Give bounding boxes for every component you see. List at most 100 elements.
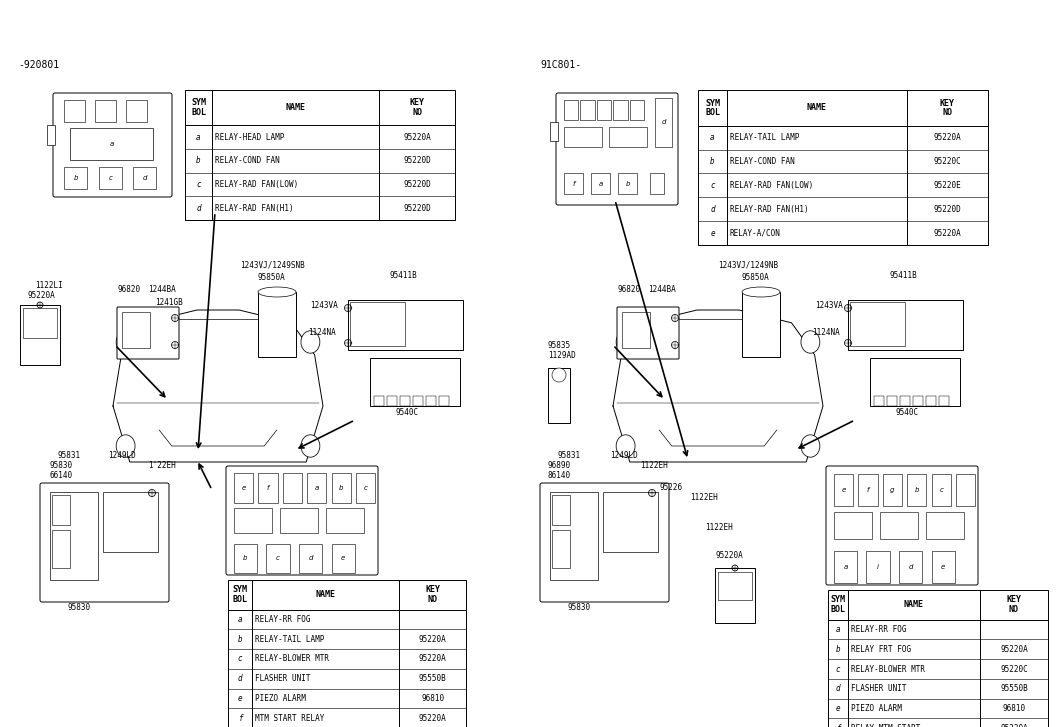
Bar xyxy=(283,473,302,502)
Text: 1243VJ/1249SNB: 1243VJ/1249SNB xyxy=(240,261,305,270)
Bar xyxy=(913,396,923,406)
Text: 66140: 66140 xyxy=(50,471,73,480)
Text: b: b xyxy=(243,555,248,561)
Bar xyxy=(742,292,780,357)
Bar xyxy=(609,127,646,147)
Text: b: b xyxy=(914,487,919,493)
Text: PIEZO ALARM: PIEZO ALARM xyxy=(850,704,901,713)
Bar xyxy=(597,100,611,120)
Bar xyxy=(549,368,570,423)
Bar xyxy=(550,122,558,142)
Ellipse shape xyxy=(301,331,320,353)
Bar xyxy=(931,474,950,506)
Bar xyxy=(828,590,1048,727)
Text: RELAY-RR FOG: RELAY-RR FOG xyxy=(255,615,310,624)
Text: 96810: 96810 xyxy=(421,694,444,703)
Text: d: d xyxy=(238,674,242,683)
Bar xyxy=(552,495,570,525)
Text: 95850A: 95850A xyxy=(258,273,286,282)
Text: RELAY-TAIL LAMP: RELAY-TAIL LAMP xyxy=(255,635,324,643)
Text: 95226: 95226 xyxy=(660,483,684,492)
Text: e: e xyxy=(836,704,840,713)
FancyBboxPatch shape xyxy=(40,483,169,602)
Bar xyxy=(956,474,975,506)
Bar xyxy=(882,474,902,506)
Bar xyxy=(552,530,570,568)
Bar xyxy=(234,544,257,573)
Ellipse shape xyxy=(116,435,135,457)
Text: 95220D: 95220D xyxy=(403,156,432,166)
Text: 1249LD: 1249LD xyxy=(108,451,136,460)
Text: 95220A: 95220A xyxy=(933,133,961,142)
Bar xyxy=(931,551,955,583)
Text: 95220C: 95220C xyxy=(933,157,961,166)
Bar xyxy=(258,473,277,502)
Text: RELAY-COND FAN: RELAY-COND FAN xyxy=(730,157,795,166)
Text: f: f xyxy=(238,714,242,723)
Text: 95550B: 95550B xyxy=(419,674,446,683)
FancyBboxPatch shape xyxy=(556,93,678,205)
Bar xyxy=(258,292,296,357)
Text: e: e xyxy=(710,228,714,238)
Text: 95830: 95830 xyxy=(68,603,91,612)
Bar xyxy=(630,100,644,120)
Text: FLASHER UNIT: FLASHER UNIT xyxy=(255,674,310,683)
Text: RELAY-RAD FAN(LOW): RELAY-RAD FAN(LOW) xyxy=(730,181,813,190)
Text: d: d xyxy=(836,684,840,694)
Text: a: a xyxy=(109,141,114,147)
Text: NAME: NAME xyxy=(316,590,336,599)
Bar xyxy=(833,512,873,539)
Ellipse shape xyxy=(552,368,566,382)
Text: b: b xyxy=(836,645,840,654)
Bar xyxy=(126,100,147,122)
Text: 1243VJ/1249NB: 1243VJ/1249NB xyxy=(718,261,778,270)
Text: FLASHER UNIT: FLASHER UNIT xyxy=(850,684,907,694)
Text: MTM START RELAY: MTM START RELAY xyxy=(255,714,324,723)
Text: c: c xyxy=(197,180,201,189)
Bar xyxy=(64,100,85,122)
Bar xyxy=(651,173,664,194)
Text: c: c xyxy=(364,485,368,491)
Text: RELAY-RAD FAN(H1): RELAY-RAD FAN(H1) xyxy=(730,205,809,214)
Text: a: a xyxy=(197,133,201,142)
Bar xyxy=(99,167,121,189)
Text: 1241GB: 1241GB xyxy=(155,298,183,307)
Bar xyxy=(563,173,583,194)
Bar xyxy=(374,396,384,406)
Text: 96820: 96820 xyxy=(118,285,141,294)
Text: 95220A: 95220A xyxy=(403,133,432,142)
Bar xyxy=(603,492,658,552)
Bar xyxy=(227,580,466,727)
Text: RELAY-TAIL LAMP: RELAY-TAIL LAMP xyxy=(730,133,799,142)
Text: e: e xyxy=(941,564,945,570)
Bar xyxy=(64,167,87,189)
Text: 95220D: 95220D xyxy=(403,180,432,189)
Bar xyxy=(926,512,964,539)
Text: 1244BA: 1244BA xyxy=(148,285,175,294)
Text: a: a xyxy=(710,133,714,142)
Text: d: d xyxy=(142,175,147,181)
Bar xyxy=(718,572,752,600)
Bar xyxy=(47,125,55,145)
Text: 95831: 95831 xyxy=(58,451,81,460)
Text: KEY
NO: KEY NO xyxy=(409,98,425,117)
Ellipse shape xyxy=(301,435,320,457)
Text: 95411B: 95411B xyxy=(890,271,917,280)
Text: 9540C: 9540C xyxy=(895,408,918,417)
Bar xyxy=(439,396,449,406)
Bar xyxy=(858,474,878,506)
Bar xyxy=(926,396,937,406)
Bar xyxy=(50,492,98,580)
Text: 1'22EH: 1'22EH xyxy=(148,461,175,470)
FancyBboxPatch shape xyxy=(117,307,179,359)
Text: c: c xyxy=(238,654,242,664)
Bar xyxy=(426,396,436,406)
Text: RELAY-MTM START: RELAY-MTM START xyxy=(850,724,921,727)
Bar xyxy=(591,173,610,194)
Bar xyxy=(356,473,375,502)
Text: d: d xyxy=(308,555,313,561)
Text: b: b xyxy=(710,157,714,166)
Text: g: g xyxy=(890,487,895,493)
Text: a: a xyxy=(598,180,603,187)
Text: 1243VA: 1243VA xyxy=(310,301,338,310)
